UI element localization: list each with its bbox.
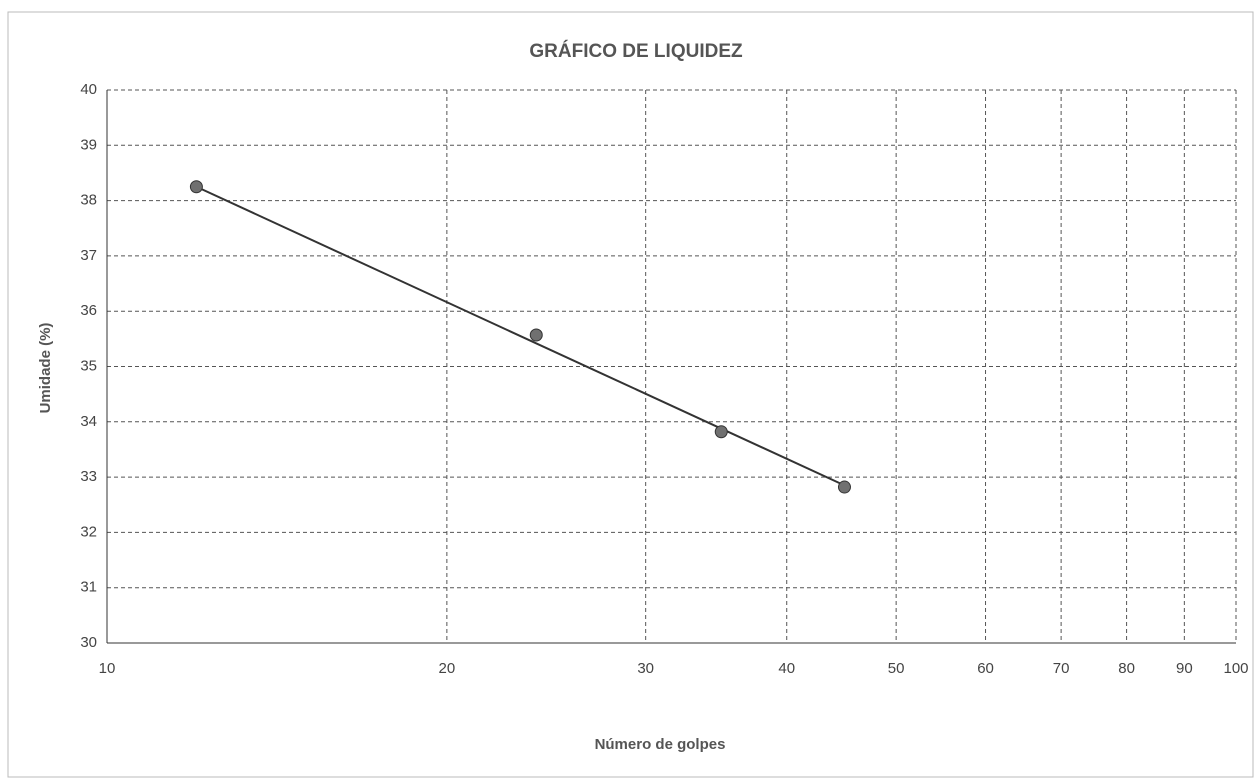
- point: [714, 425, 728, 439]
- y-tick-label: 33: [80, 468, 97, 485]
- y-tick-label: 31: [80, 579, 97, 596]
- x-axis-label: Número de golpes: [595, 736, 726, 753]
- y-tick-label: 39: [80, 136, 97, 153]
- chart-title: GRÁFICO DE LIQUIDEZ: [529, 40, 743, 62]
- x-tick-label: 10: [99, 660, 116, 677]
- point: [529, 328, 543, 342]
- x-tick-label: 90: [1176, 660, 1193, 677]
- y-tick-label: 34: [80, 413, 97, 430]
- x-tick-label: 60: [977, 660, 994, 677]
- x-tick-label: 30: [637, 660, 654, 677]
- y-axis-label: Umidade (%): [37, 323, 54, 414]
- y-tick-label: 38: [80, 192, 97, 209]
- trend-line: [195, 185, 845, 487]
- x-tick-label: 100: [1223, 660, 1248, 677]
- y-tick-label: 32: [80, 523, 97, 540]
- point: [837, 480, 851, 494]
- x-tick-label: 40: [778, 660, 795, 677]
- y-tick-label: 35: [80, 357, 97, 374]
- x-tick-label: 20: [439, 660, 456, 677]
- y-tick-label: 30: [80, 634, 97, 651]
- x-tick-label: 50: [888, 660, 905, 677]
- y-tick-label: 37: [80, 247, 97, 264]
- x-tick-label: 80: [1118, 660, 1135, 677]
- point: [189, 180, 203, 194]
- frame: [7, 11, 1254, 778]
- y-tick-label: 40: [80, 81, 97, 98]
- x-tick-label: 70: [1053, 660, 1070, 677]
- y-tick-label: 36: [80, 302, 97, 319]
